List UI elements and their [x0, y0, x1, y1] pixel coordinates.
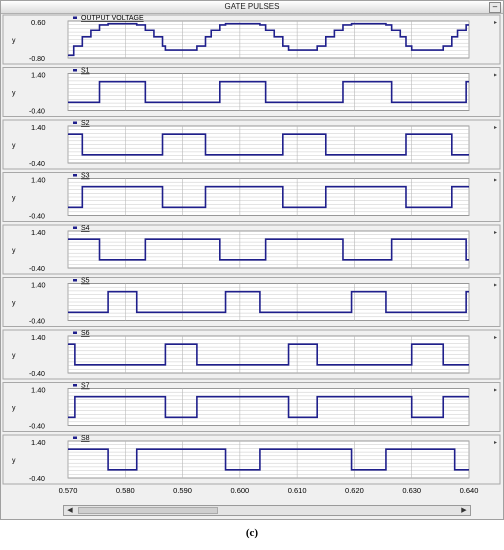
series-line-s3 — [68, 185, 469, 209]
y-tick-bottom: -0.40 — [29, 214, 45, 221]
triangle-right-icon[interactable]: ▶ — [461, 507, 467, 514]
triangle-right-icon[interactable]: ▸ — [494, 335, 497, 341]
y-axis-label: y — [12, 300, 16, 307]
y-tick-bottom: -0.40 — [29, 476, 45, 483]
window-title: GATE PULSES — [224, 2, 280, 11]
y-tick-bottom: -0.40 — [29, 371, 45, 378]
y-axis-label: y — [12, 195, 16, 202]
y-axis-label: y — [12, 143, 16, 150]
horizontal-scrollbar[interactable]: ◀ ▶ — [63, 505, 471, 516]
legend-label: S3 — [81, 173, 90, 180]
series-line-s5 — [68, 290, 469, 314]
legend-swatch — [73, 331, 77, 334]
series-line-s8 — [68, 448, 469, 471]
legend-swatch — [73, 279, 77, 282]
y-tick-bottom: -0.40 — [29, 266, 45, 273]
panel-s1: 1.40 -0.40 y S1 ▸ — [2, 67, 501, 117]
triangle-right-icon[interactable]: ▸ — [494, 73, 497, 79]
triangle-right-icon[interactable]: ▸ — [494, 230, 497, 236]
y-axis-label: y — [12, 405, 16, 412]
scope-window: GATE PULSES – 0.60 -0.80 y OUTPUT VOLTAGE ▸ 1… — [0, 0, 504, 520]
series-line-output-voltage — [68, 22, 469, 57]
figure-caption: (c) — [245, 527, 259, 539]
panel-output-voltage: 0.60 -0.80 y OUTPUT VOLTAGE ▸ — [2, 14, 501, 65]
x-tick-label: 0.590 — [173, 486, 192, 495]
legend-label: S2 — [81, 120, 90, 127]
triangle-right-icon[interactable]: ▸ — [494, 178, 497, 184]
y-tick-bottom: -0.40 — [29, 161, 45, 168]
x-tick-label: 0.620 — [345, 486, 364, 495]
triangle-right-icon[interactable]: ▸ — [494, 125, 497, 131]
x-tick-label: 0.640 — [460, 486, 479, 495]
legend-label: S1 — [81, 68, 90, 75]
panel-s7: 1.40 -0.40 y S7 ▸ — [2, 382, 501, 432]
legend-label: OUTPUT VOLTAGE — [81, 15, 144, 22]
y-axis-label: y — [12, 353, 16, 360]
y-tick-top: 1.40 — [31, 333, 46, 342]
series-line-s1 — [68, 80, 469, 104]
x-tick-label: 0.600 — [230, 486, 249, 495]
panel-s4: 1.40 -0.40 y S4 ▸ — [2, 224, 501, 275]
y-tick-bottom: -0.40 — [29, 109, 45, 116]
legend-swatch — [73, 16, 77, 19]
y-axis-label: y — [12, 38, 16, 45]
y-axis-label: y — [12, 90, 16, 97]
panel-s5: 1.40 -0.40 y S5 ▸ — [2, 277, 501, 327]
panel-s6: 1.40 -0.40 y S6 ▸ — [2, 329, 501, 380]
legend-label: S4 — [81, 225, 90, 232]
legend-swatch — [73, 384, 77, 387]
y-axis-label: y — [12, 248, 16, 255]
triangle-right-icon[interactable]: ▸ — [494, 283, 497, 289]
legend-swatch — [73, 436, 77, 439]
y-tick-bottom: -0.40 — [29, 424, 45, 431]
legend-swatch — [73, 174, 77, 177]
triangle-left-icon[interactable]: ◀ — [67, 507, 73, 514]
y-tick-bottom: -0.80 — [29, 56, 45, 63]
series-line-s7 — [68, 395, 469, 419]
y-axis-label: y — [12, 458, 16, 465]
panel-s3: 1.40 -0.40 y S3 ▸ — [2, 172, 501, 222]
y-tick-top: 0.60 — [31, 18, 46, 27]
y-tick-top: 1.40 — [31, 228, 46, 237]
series-line-s4 — [68, 238, 469, 261]
y-tick-top: 1.40 — [31, 123, 46, 132]
y-tick-top: 1.40 — [31, 71, 46, 80]
series-line-s6 — [68, 343, 469, 366]
legend-swatch — [73, 226, 77, 229]
y-tick-top: 1.40 — [31, 281, 46, 290]
legend-label: S6 — [81, 330, 90, 337]
x-tick-label: 0.610 — [288, 486, 307, 495]
window-titlebar: GATE PULSES – — [1, 1, 503, 14]
triangle-right-icon[interactable]: ▸ — [494, 440, 497, 446]
minimize-button[interactable]: – — [489, 2, 501, 13]
legend-swatch — [73, 69, 77, 72]
y-tick-top: 1.40 — [31, 438, 46, 447]
legend-label: S8 — [81, 435, 90, 442]
panel-s8: 1.40 -0.40 y S8 ▸ — [2, 434, 501, 485]
y-tick-top: 1.40 — [31, 176, 46, 185]
triangle-right-icon[interactable]: ▸ — [494, 388, 497, 394]
y-tick-bottom: -0.40 — [29, 319, 45, 326]
panel-s2: 1.40 -0.40 y S2 ▸ — [2, 119, 501, 170]
x-tick-label: 0.630 — [402, 486, 421, 495]
legend-label: S5 — [81, 278, 90, 285]
series-line-s2 — [68, 133, 469, 156]
legend-label: S7 — [81, 383, 90, 390]
x-tick-label: 0.570 — [59, 486, 78, 495]
scrollbar-thumb[interactable] — [78, 507, 218, 514]
legend-swatch — [73, 121, 77, 124]
x-tick-label: 0.580 — [116, 486, 135, 495]
triangle-right-icon[interactable]: ▸ — [494, 20, 497, 26]
y-tick-top: 1.40 — [31, 386, 46, 395]
